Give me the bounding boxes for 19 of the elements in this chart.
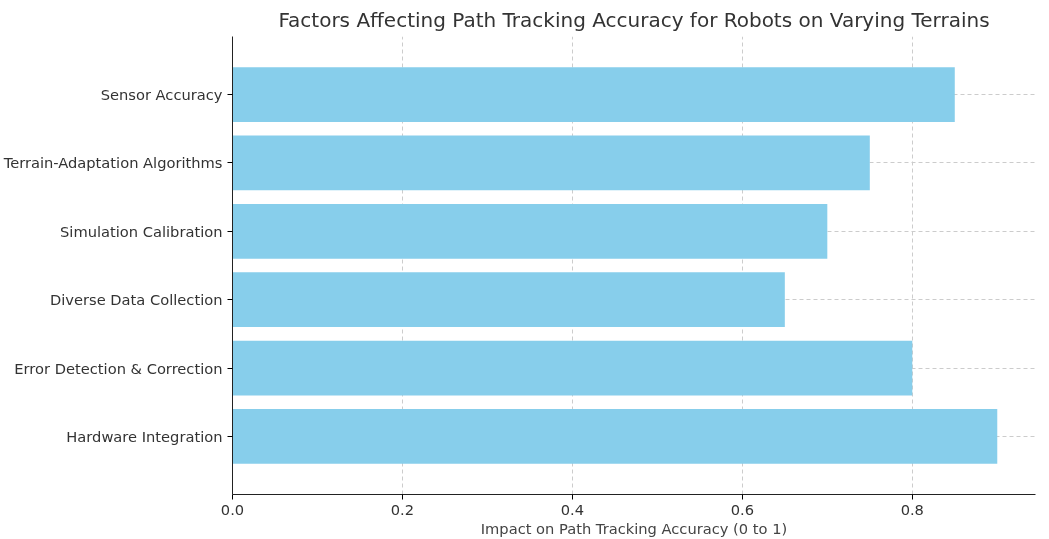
y-tick-label: Terrain-Adaptation Algorithms [2, 154, 223, 172]
x-axis-title: Impact on Path Tracking Accuracy (0 to 1) [480, 519, 788, 537]
x-tick-label: 0.0 [220, 500, 245, 518]
x-tick-label: 0.2 [390, 500, 415, 518]
bar [232, 135, 870, 191]
bar [232, 203, 828, 259]
y-tick-label: Hardware Integration [66, 427, 223, 445]
y-tick-label: Simulation Calibration [60, 222, 223, 240]
chart-title: Factors Affecting Path Tracking Accuracy for Robots on Varying Terrains [278, 7, 990, 32]
bar [232, 409, 998, 464]
y-tick-label: Diverse Data Collection [49, 291, 223, 309]
x-tick-label: 0.6 [730, 500, 754, 518]
y-tick-label: Sensor Accuracy [100, 86, 223, 104]
bar [232, 67, 955, 122]
x-tick-label: 0.8 [900, 500, 924, 518]
bar [232, 272, 785, 328]
bar [232, 340, 913, 396]
x-tick-label: 0.4 [560, 500, 585, 518]
y-tick-label: Error Detection & Correction [14, 359, 223, 377]
